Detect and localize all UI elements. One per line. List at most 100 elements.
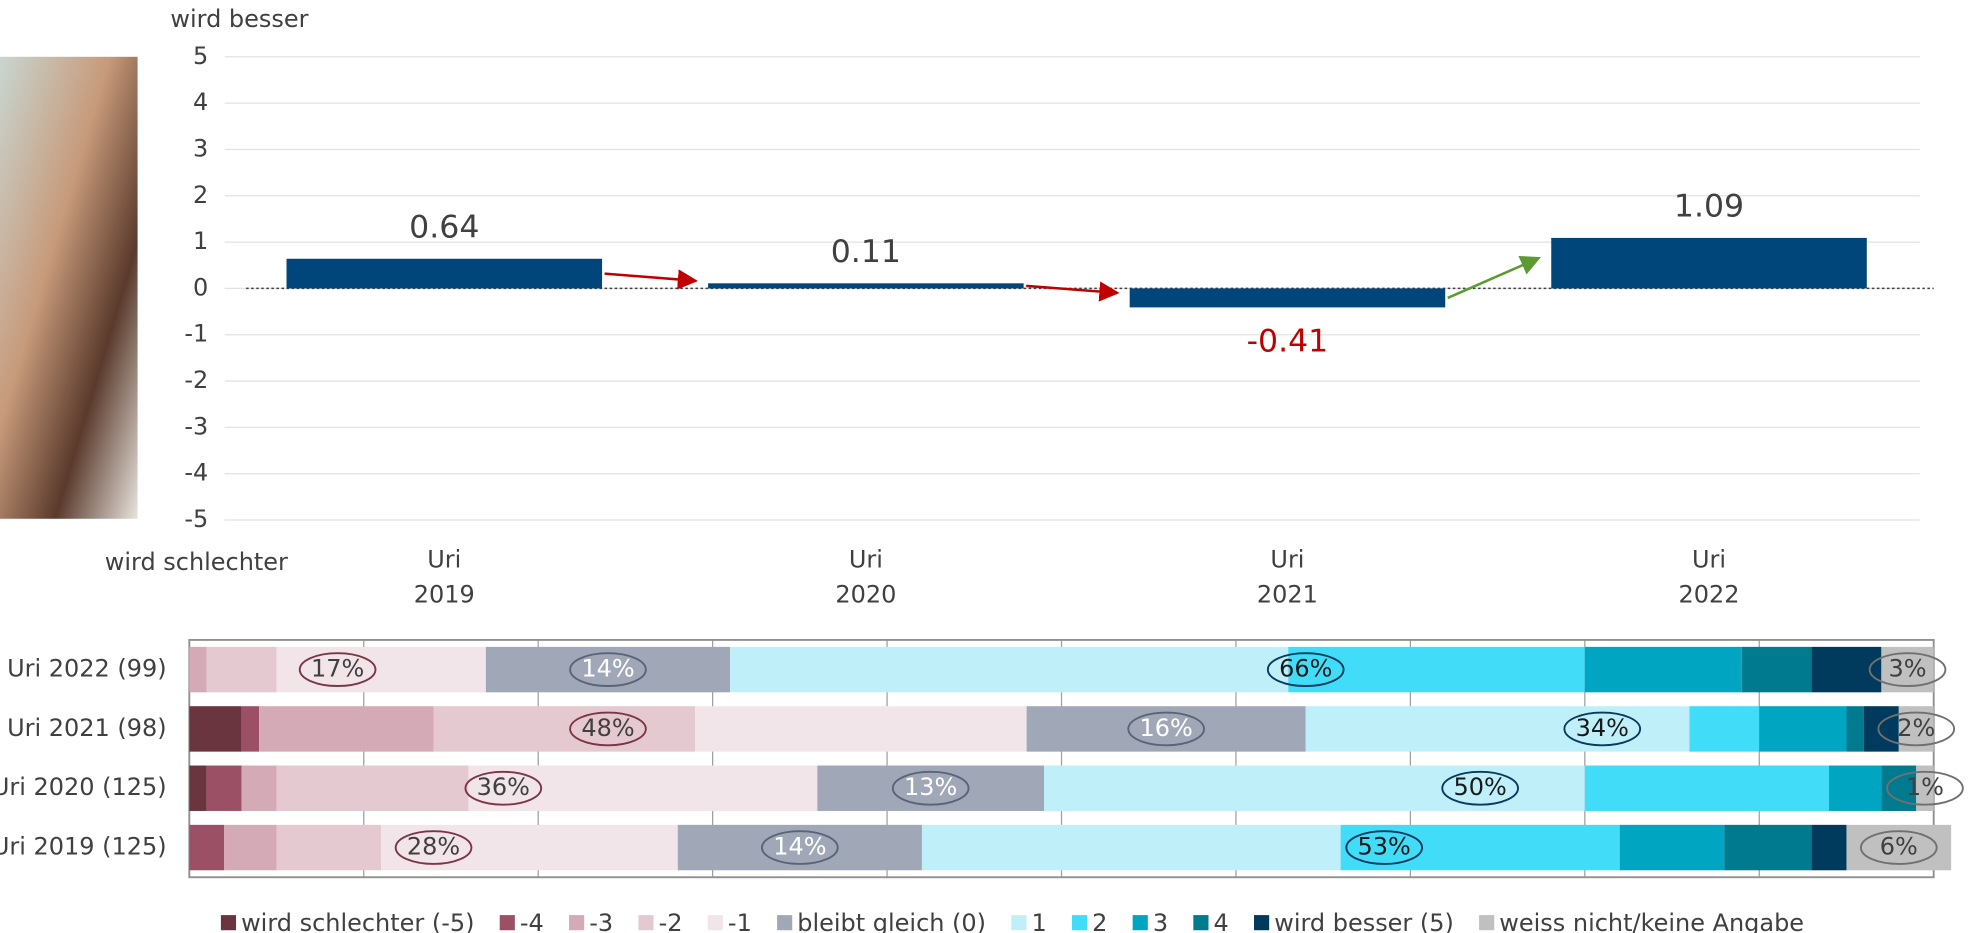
- bar-segment: [1916, 765, 1934, 811]
- group-label: 34%: [1576, 714, 1629, 742]
- bar-segment: [1584, 765, 1830, 811]
- bar-segment: [921, 824, 1341, 871]
- x-tick-label: Uri 2022: [1679, 545, 1740, 608]
- bar-segment: [1811, 824, 1847, 871]
- y-tick-label: -2: [184, 366, 208, 394]
- bar-segment: [1741, 646, 1812, 693]
- legend-label: -3: [589, 909, 613, 933]
- bar-segment: [1724, 824, 1812, 871]
- group-label: 36%: [477, 773, 530, 801]
- group-label: 48%: [581, 714, 634, 742]
- value-label: 1.09: [1674, 189, 1744, 225]
- bar-segment: [189, 706, 242, 752]
- bar-segment: [677, 824, 922, 871]
- bar-segment: [1811, 646, 1882, 693]
- x-tick-label: Uri 2019: [414, 545, 475, 608]
- y-tick-label: 2: [193, 181, 208, 209]
- bar-segment: [276, 765, 469, 811]
- label-ellipse: [891, 770, 970, 806]
- label-ellipse: [569, 711, 647, 747]
- legend-swatch: [777, 915, 793, 931]
- y-tick-label: -4: [184, 459, 208, 487]
- legend-swatch: [1193, 915, 1209, 931]
- y-tick-label: 0: [193, 273, 208, 301]
- bar-segment: [189, 765, 207, 811]
- y-top-label: wird besser: [170, 5, 308, 33]
- group-label: 53%: [1358, 833, 1411, 861]
- bar-segment: [206, 765, 242, 811]
- bar: [286, 258, 603, 289]
- bar-segment: [1846, 824, 1952, 871]
- legend-swatch: [1011, 915, 1027, 931]
- bar-segment: [1340, 824, 1620, 871]
- y-bottom-label: wird schlechter: [105, 548, 288, 576]
- label-ellipse: [394, 830, 473, 865]
- legend-label: 1: [1031, 909, 1046, 933]
- photo: [0, 56, 138, 519]
- value-label: 0.64: [409, 209, 479, 245]
- x-tick-label: Uri 2021: [1257, 545, 1318, 608]
- value-label: 0.11: [831, 234, 901, 270]
- category-label: Uri 2020 (125): [0, 773, 167, 801]
- bar-segment: [1026, 706, 1306, 752]
- trend-arrow: [1026, 281, 1120, 302]
- bar-segment: [468, 765, 818, 811]
- label-ellipse: [1563, 711, 1642, 747]
- group-label: 1%: [1906, 773, 1944, 801]
- label-ellipse: [1345, 830, 1424, 865]
- y-tick-label: -5: [184, 505, 208, 533]
- legend-label: wird besser (5): [1274, 909, 1454, 933]
- bar-segment: [1846, 706, 1864, 752]
- label-ellipse: [1877, 711, 1956, 747]
- bar-segment: [1689, 706, 1760, 752]
- legend-swatch: [569, 915, 585, 931]
- group-label: 17%: [311, 655, 364, 683]
- bar-segment: [1759, 706, 1847, 752]
- legend-swatch: [1254, 915, 1270, 931]
- label-ellipse: [1127, 711, 1205, 747]
- bar-segment: [381, 824, 678, 871]
- legend-label: 2: [1092, 909, 1107, 933]
- group-label: 6%: [1880, 833, 1918, 861]
- bar-segment: [1863, 706, 1899, 752]
- group-label: 28%: [407, 833, 460, 861]
- label-ellipse: [1859, 830, 1938, 865]
- bar-segment: [241, 765, 277, 811]
- group-label: 2%: [1897, 714, 1935, 742]
- y-tick-label: -1: [184, 320, 208, 348]
- value-label: -0.41: [1247, 324, 1329, 360]
- group-label: 66%: [1279, 655, 1332, 683]
- category-label: Uri 2019 (125): [0, 833, 167, 861]
- legend-swatch: [220, 915, 237, 931]
- legend-swatch: [1479, 915, 1495, 931]
- bar-segment: [241, 706, 260, 752]
- group-label: 14%: [581, 655, 634, 683]
- legend-label: weiss nicht/keine Angabe: [1499, 909, 1804, 933]
- category-label: Uri 2021 (98): [7, 714, 167, 742]
- legend-label: -2: [659, 909, 683, 933]
- label-ellipse: [761, 830, 839, 865]
- group-label: 16%: [1140, 714, 1193, 742]
- bar-segment: [1619, 824, 1725, 871]
- y-tick-label: 4: [193, 88, 208, 116]
- bar-segment: [695, 706, 1027, 752]
- legend-label: wird schlechter (-5): [241, 909, 474, 933]
- x-tick-label: Uri 2020: [835, 545, 896, 608]
- legend-swatch: [499, 915, 515, 931]
- trend-arrow: [604, 269, 698, 290]
- label-ellipse: [298, 652, 377, 687]
- bar-segment: [189, 646, 207, 693]
- bar-segment: [1829, 765, 1882, 811]
- legend-label: 4: [1214, 909, 1229, 933]
- bar-segment: [276, 824, 382, 871]
- label-ellipse: [1868, 652, 1947, 687]
- legend-label: -4: [520, 909, 544, 933]
- plot-frame: [188, 638, 1935, 879]
- bar-segment: [730, 646, 1289, 693]
- bar-segment: [485, 646, 731, 693]
- legend-swatch: [1071, 915, 1088, 931]
- bar-segment: [817, 765, 1045, 811]
- group-label: 14%: [773, 833, 826, 861]
- y-tick-label: 3: [193, 134, 208, 162]
